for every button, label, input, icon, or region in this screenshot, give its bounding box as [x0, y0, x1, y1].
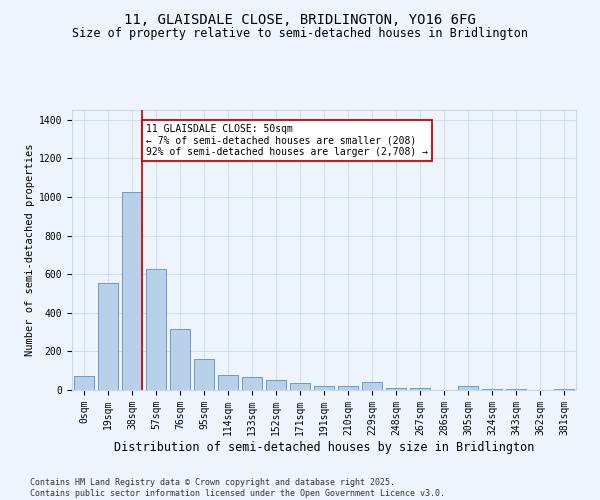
Bar — [482, 389, 502, 390]
Bar — [290, 383, 310, 390]
Bar — [362, 382, 382, 390]
Y-axis label: Number of semi-detached properties: Number of semi-detached properties — [25, 144, 35, 356]
X-axis label: Distribution of semi-detached houses by size in Bridlington: Distribution of semi-detached houses by … — [114, 440, 534, 454]
Bar — [458, 386, 478, 390]
Bar — [554, 389, 574, 390]
Bar — [266, 380, 286, 390]
Bar — [98, 283, 118, 390]
Bar — [146, 270, 166, 390]
Text: 11, GLAISDALE CLOSE, BRIDLINGTON, YO16 6FG: 11, GLAISDALE CLOSE, BRIDLINGTON, YO16 6… — [124, 12, 476, 26]
Bar — [314, 386, 334, 390]
Bar — [194, 359, 214, 390]
Bar — [242, 378, 262, 390]
Bar — [122, 192, 142, 390]
Bar — [218, 374, 238, 390]
Bar — [506, 389, 526, 390]
Bar — [170, 329, 190, 390]
Text: Contains HM Land Registry data © Crown copyright and database right 2025.
Contai: Contains HM Land Registry data © Crown c… — [30, 478, 445, 498]
Bar — [386, 388, 406, 390]
Bar — [74, 376, 94, 390]
Text: Size of property relative to semi-detached houses in Bridlington: Size of property relative to semi-detach… — [72, 28, 528, 40]
Text: 11 GLAISDALE CLOSE: 50sqm
← 7% of semi-detached houses are smaller (208)
92% of : 11 GLAISDALE CLOSE: 50sqm ← 7% of semi-d… — [146, 124, 428, 156]
Bar — [338, 386, 358, 390]
Bar — [410, 388, 430, 390]
